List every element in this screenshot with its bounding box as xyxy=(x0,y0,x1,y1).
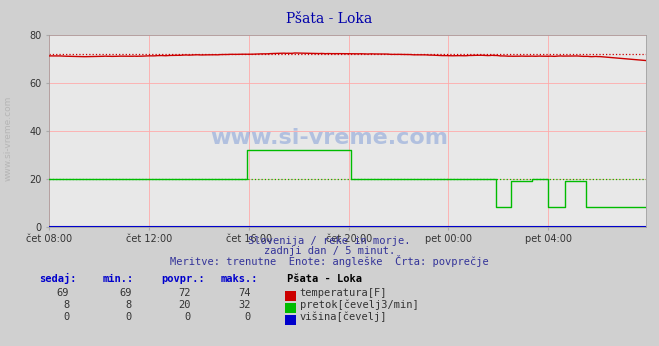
Text: sedaj:: sedaj: xyxy=(40,273,77,284)
Text: 8: 8 xyxy=(126,300,132,310)
Text: Pšata - Loka: Pšata - Loka xyxy=(287,274,362,284)
Text: www.si-vreme.com: www.si-vreme.com xyxy=(3,96,13,181)
Text: 0: 0 xyxy=(244,312,250,322)
Text: www.si-vreme.com: www.si-vreme.com xyxy=(210,128,449,148)
Text: 32: 32 xyxy=(238,300,250,310)
Text: 0: 0 xyxy=(126,312,132,322)
Text: Slovenija / reke in morje.: Slovenija / reke in morje. xyxy=(248,236,411,246)
Text: 69: 69 xyxy=(57,288,69,298)
Text: pretok[čevelj3/min]: pretok[čevelj3/min] xyxy=(300,299,418,310)
Text: povpr.:: povpr.: xyxy=(161,274,205,284)
Text: višina[čevelj]: višina[čevelj] xyxy=(300,311,387,322)
Text: 69: 69 xyxy=(119,288,132,298)
Text: 8: 8 xyxy=(63,300,69,310)
Text: 0: 0 xyxy=(185,312,191,322)
Text: 20: 20 xyxy=(179,300,191,310)
Text: Pšata - Loka: Pšata - Loka xyxy=(287,12,372,26)
Text: 72: 72 xyxy=(179,288,191,298)
Text: min.:: min.: xyxy=(102,274,133,284)
Text: 74: 74 xyxy=(238,288,250,298)
Text: maks.:: maks.: xyxy=(221,274,258,284)
Text: zadnji dan / 5 minut.: zadnji dan / 5 minut. xyxy=(264,246,395,256)
Text: temperatura[F]: temperatura[F] xyxy=(300,288,387,298)
Text: 0: 0 xyxy=(63,312,69,322)
Text: Meritve: trenutne  Enote: angleške  Črta: povprečje: Meritve: trenutne Enote: angleške Črta: … xyxy=(170,255,489,267)
